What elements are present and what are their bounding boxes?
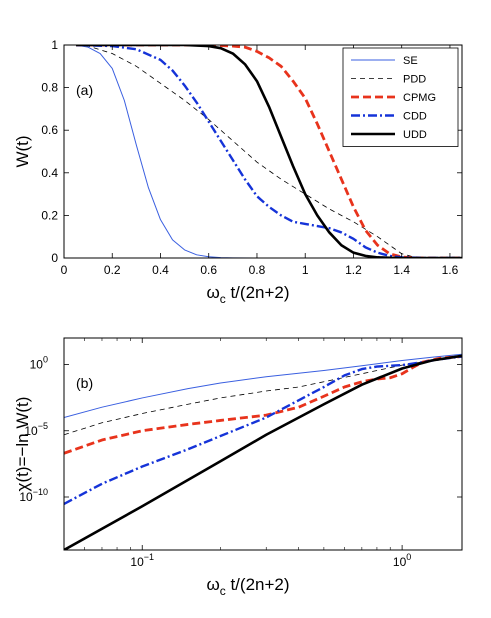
- x-tick-label: 10−1: [130, 552, 154, 569]
- panel-a-legend: SE PDD CPMG CDD UDD: [342, 47, 459, 147]
- panel-b-y-axis-label: χ(t)=−ln W(t): [13, 397, 32, 492]
- panel-a-x-axis-label: ωc t/(2n+2): [206, 283, 289, 306]
- x-tick-label: 1.4: [393, 263, 410, 277]
- panel-a-y-axis-label: W(t): [13, 135, 32, 167]
- y-tick-label: 10−5: [24, 421, 48, 438]
- y-tick-label: 0: [51, 251, 58, 265]
- panel-b-xlabel-subscript: c: [220, 584, 226, 598]
- series-line-cpmg: [64, 355, 462, 455]
- legend-label-se: SE: [403, 55, 418, 67]
- series-line-se: [75, 45, 462, 258]
- panel-b-tag: (b): [76, 375, 93, 391]
- legend-label-cpmg: CPMG: [403, 92, 436, 104]
- panel-b-loglog-plot: 10−1 100 100 10−5 10−10 (b) ωc t/(2n+2) χ(t)…: [13, 337, 463, 598]
- x-tick-label: 0: [61, 263, 68, 277]
- panel-a-linear-plot: 0 0.2 0.4 0.6 0.8 1 1.2 1.4 1.6 0 0.2 0.4 0.6 0.8 1 (a…: [13, 38, 463, 306]
- y-tick-label: 10−10: [19, 487, 48, 504]
- panel-a-xlabel-subscript: c: [220, 292, 226, 306]
- panel-a-tag: (a): [76, 82, 93, 98]
- y-tick-label: 0.4: [41, 166, 58, 180]
- x-tick-label: 1.2: [345, 263, 362, 277]
- x-tick-label: 0.8: [249, 263, 266, 277]
- x-tick-label: 1.6: [442, 263, 459, 277]
- series-line-cdd: [76, 45, 462, 258]
- panel-a-axes-frame: [63, 44, 463, 259]
- x-tick-label: 0.6: [200, 263, 217, 277]
- x-tick-label: 0.4: [152, 263, 169, 277]
- y-tick-label: 1: [51, 38, 58, 52]
- series-line-pdd: [64, 356, 462, 436]
- panel-a-xlabel-omega: ω: [206, 283, 219, 302]
- panel-b-x-axis-label: ωc t/(2n+2): [206, 575, 289, 598]
- legend-label-udd: UDD: [403, 129, 427, 141]
- legend-label-cdd: CDD: [403, 111, 427, 123]
- panel-b-series-group: [64, 353, 462, 550]
- panel-a-ticks: 0 0.2 0.4 0.6 0.8 1 1.2 1.4 1.6 0 0.2 0.4 0.6 0.8 1: [41, 38, 462, 277]
- y-tick-label: 0.2: [41, 208, 58, 222]
- panel-b-xlabel-omega: ω: [206, 575, 219, 594]
- panel-b-axes-frame: [63, 337, 463, 551]
- series-line-udd: [64, 354, 462, 550]
- x-tick-label: 100: [393, 552, 411, 569]
- series-line-se: [64, 353, 462, 418]
- panel-b-xlabel-rest: t/(2n+2): [226, 575, 290, 594]
- series-line-cdd: [64, 355, 462, 505]
- legend-label-pdd: PDD: [403, 74, 426, 86]
- x-tick-label: 0.2: [104, 263, 121, 277]
- legend-box: [342, 47, 459, 147]
- y-tick-label: 0.8: [41, 81, 58, 95]
- panel-a-xlabel-rest: t/(2n+2): [226, 283, 290, 302]
- x-tick-label: 1: [302, 263, 309, 277]
- y-tick-label: 0.6: [41, 123, 58, 137]
- panel-b-ticks: 10−1 100 100 10−5 10−10: [19, 338, 462, 569]
- y-tick-label: 100: [30, 355, 48, 372]
